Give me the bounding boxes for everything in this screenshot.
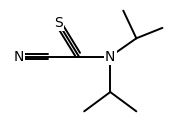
- Text: N: N: [14, 50, 24, 64]
- Text: N: N: [105, 50, 115, 64]
- Text: S: S: [54, 16, 62, 30]
